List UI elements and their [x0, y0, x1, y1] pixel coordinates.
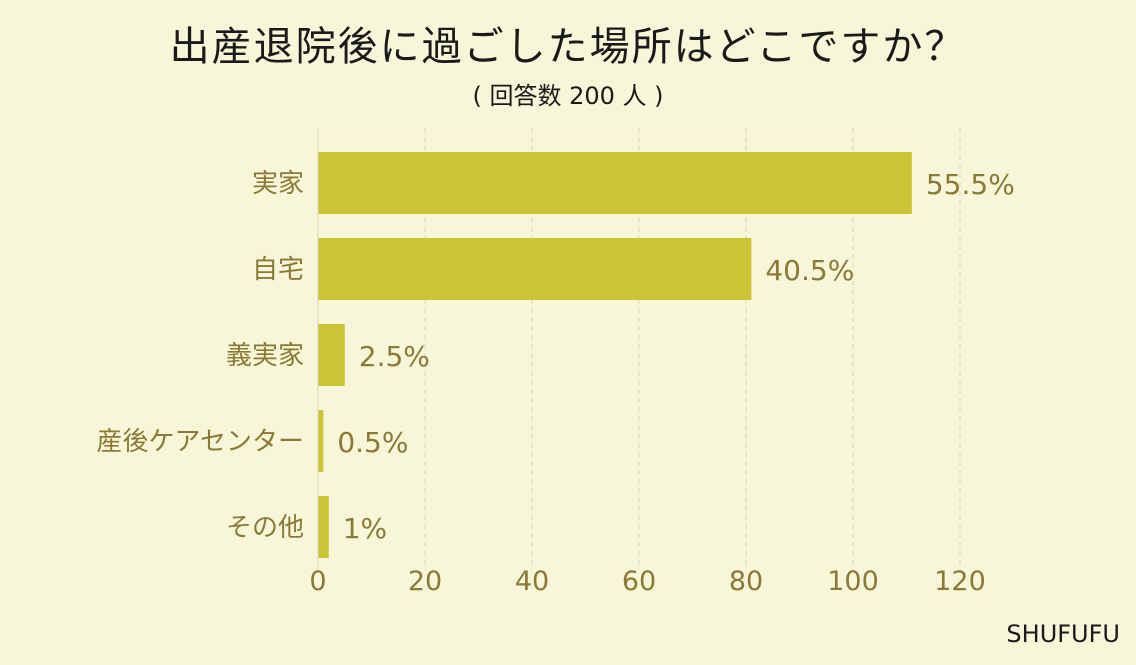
source-credit: SHUFUFU [1006, 620, 1120, 648]
value-label: 2.5% [359, 340, 430, 373]
value-label: 40.5% [765, 254, 854, 287]
x-tick-label: 20 [408, 566, 442, 597]
category-label: 自宅 [252, 255, 304, 285]
x-tick-label: 100 [827, 566, 879, 597]
category-label: その他 [226, 513, 304, 543]
category-label: 実家 [252, 169, 304, 199]
bar [318, 324, 345, 386]
x-tick-label: 120 [934, 566, 986, 597]
x-tick-label: 80 [729, 566, 763, 597]
bar [318, 238, 752, 300]
x-tick-label: 0 [309, 566, 326, 597]
bar [318, 152, 912, 214]
x-tick-label: 60 [622, 566, 656, 597]
bar [318, 496, 329, 558]
value-label: 1% [343, 512, 387, 545]
bar [318, 410, 324, 472]
chart-title: 出産退院後に過ごした場所はどこですか？ [169, 24, 967, 70]
category-label: 産後ケアセンター [97, 427, 304, 457]
chart-subtitle: ( 回答数 200 人 ) [472, 82, 664, 110]
value-label: 0.5% [337, 426, 408, 459]
x-tick-label: 40 [515, 566, 549, 597]
value-label: 55.5% [926, 168, 1015, 201]
category-label: 義実家 [226, 341, 304, 371]
